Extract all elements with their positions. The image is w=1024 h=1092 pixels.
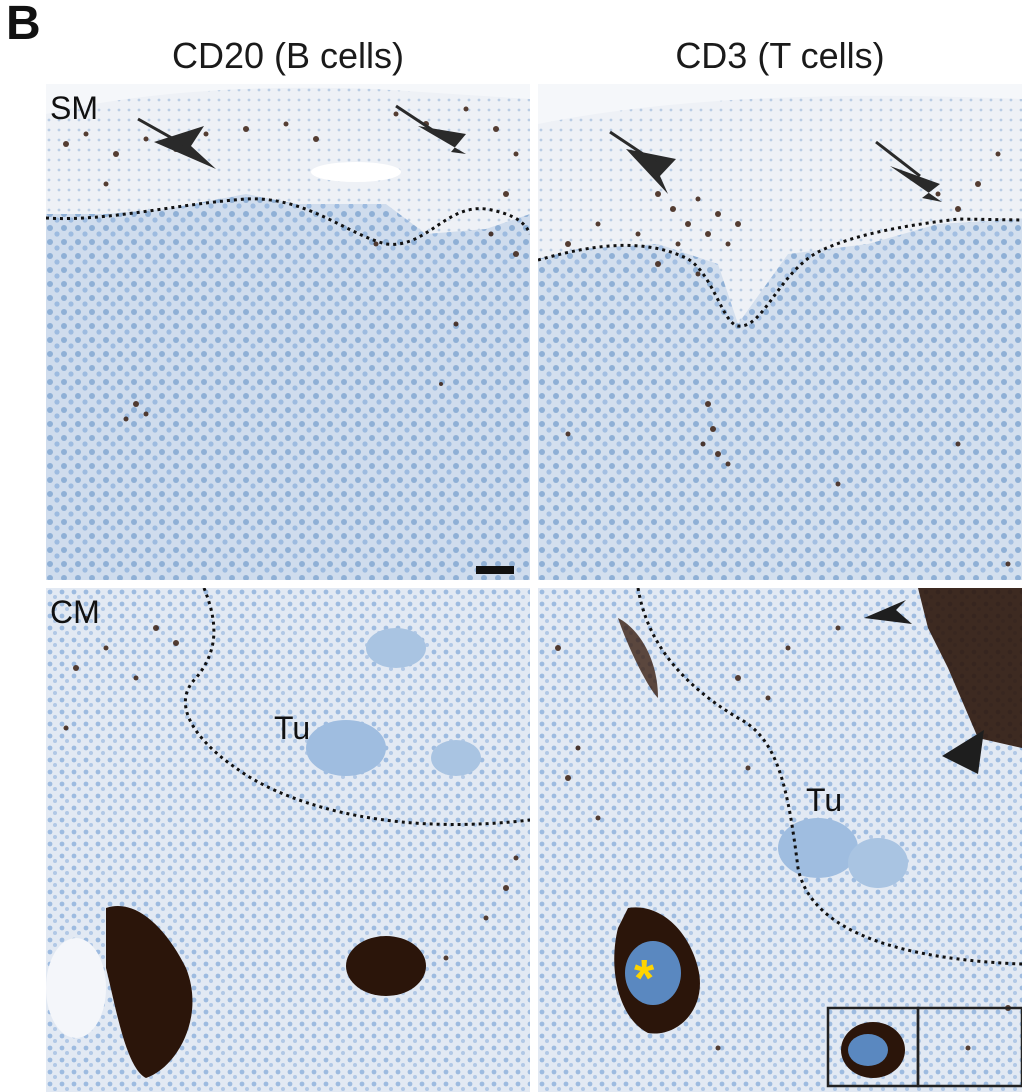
column-title-cd20: CD20 (B cells)	[171, 35, 405, 76]
row-label-cm: CM	[50, 594, 100, 630]
scale-bar	[476, 566, 514, 574]
column-title-cd3: CD3 (T cells)	[675, 35, 885, 76]
micrograph-cd3-sm	[538, 84, 1022, 580]
tumor-label: Tu	[274, 710, 311, 746]
tertiary-lymphoid-asterisk: *	[634, 950, 655, 1008]
row-label-sm: SM	[50, 90, 98, 126]
micrograph-cd3-cm: Tu *	[538, 588, 1022, 1092]
tumor-label: Tu	[806, 782, 843, 818]
panel-letter: B	[6, 0, 41, 50]
micrograph-cd20-cm: CM Tu	[46, 588, 530, 1092]
micrograph-cd20-sm: SM	[46, 84, 530, 580]
